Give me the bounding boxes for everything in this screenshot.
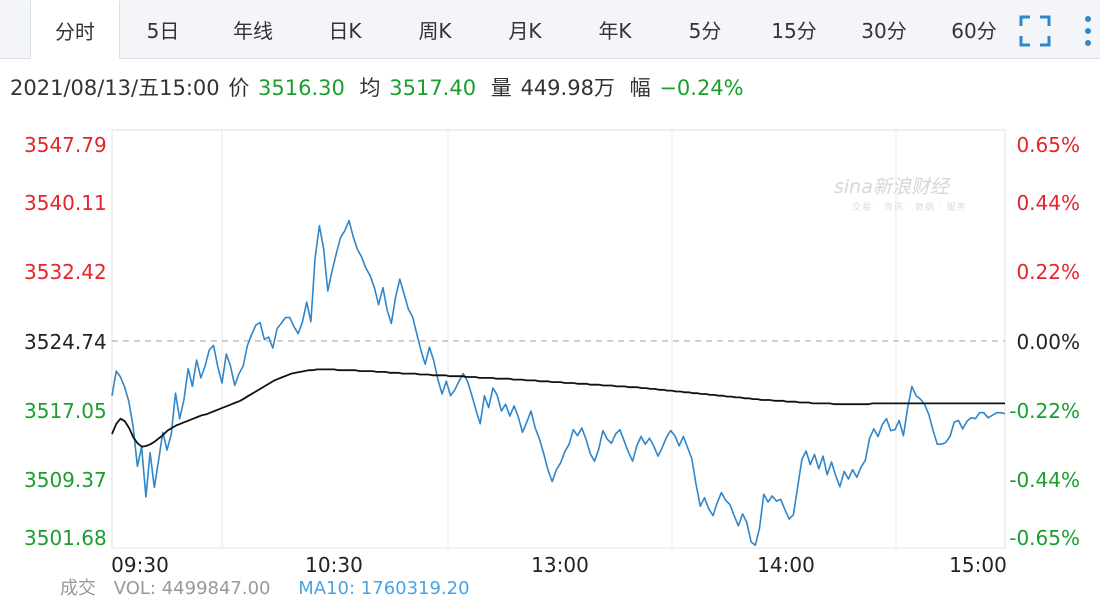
tab-5min[interactable]: 5分 (688, 19, 722, 43)
volume-ma10-value: MA10: 1760319.20 (298, 578, 470, 599)
quote-info-bar: 2021/08/13/五15:00 价 3516.30 均 3517.40 量 … (10, 72, 746, 102)
x-tick: 10:30 (305, 553, 363, 577)
sina-watermark-tagline: 交易 · 资讯 · 数据 · 服务 (852, 203, 967, 213)
price-line (111, 219, 1006, 547)
x-tick: 13:00 (531, 553, 589, 577)
y-tick-right: -0.22% (1009, 399, 1080, 423)
y-tick-left: 3517.05 (24, 399, 107, 423)
volume-value: 449.98万 (520, 76, 615, 100)
y-tick-right: -0.65% (1009, 526, 1080, 550)
volume-label: 量 (490, 76, 512, 100)
average-price-line (111, 368, 1005, 448)
tab-60min[interactable]: 60分 (951, 19, 997, 43)
tab-yearly-k[interactable]: 年K (598, 19, 632, 43)
tab-15min[interactable]: 15分 (771, 19, 817, 43)
y-tick-left: 3501.68 (24, 526, 107, 550)
tab-daily-k[interactable]: 日K (328, 19, 362, 43)
tab-yearline[interactable]: 年线 (233, 19, 273, 43)
y-tick-right: -0.44% (1009, 468, 1080, 492)
y-tick-left: 3540.11 (24, 191, 107, 215)
x-tick: 14:00 (757, 553, 815, 577)
change-label: 幅 (629, 76, 651, 100)
y-tick-right: 0.00% (1016, 330, 1080, 354)
y-tick-left: 3532.42 (24, 260, 107, 284)
y-tick-right: 0.22% (1016, 260, 1080, 284)
volume-subchart-value: VOL: 4499847.00 (113, 578, 271, 599)
chart-grid (111, 129, 1006, 549)
y-tick-right: 0.65% (1016, 133, 1080, 157)
tab-monthly-k[interactable]: 月K (508, 19, 542, 43)
volume-subchart-header: 成交 VOL: 4499847.00 MA10: 1760319.20 (60, 574, 470, 600)
tab-5day[interactable]: 5日 (146, 19, 180, 43)
intraday-chart[interactable] (0, 0, 1100, 586)
x-tick: 15:00 (949, 553, 1007, 577)
more-icon[interactable] (1080, 14, 1096, 48)
y-tick-left: 3524.74 (24, 330, 107, 354)
price-label: 价 (228, 76, 250, 100)
quote-datetime: 2021/08/13/五15:00 (10, 76, 220, 100)
chart-tab-bar: 分时 5日 年线 日K 周K 月K 年K 5分 15分 30分 60分 (0, 0, 1100, 59)
tab-30min[interactable]: 30分 (861, 19, 907, 43)
avg-value: 3517.40 (389, 76, 477, 100)
x-tick: 09:30 (111, 553, 169, 577)
change-value: −0.24% (659, 76, 744, 100)
volume-subchart-label: 成交 (60, 578, 96, 599)
y-tick-left: 3509.37 (24, 468, 107, 492)
tab-intraday[interactable]: 分时 (30, 0, 120, 59)
plot-frame (111, 129, 1006, 549)
avg-label: 均 (359, 76, 381, 100)
fullscreen-icon[interactable] (1018, 14, 1052, 48)
price-value: 3516.30 (258, 76, 345, 100)
chart-lines (111, 219, 1006, 547)
y-tick-left: 3547.79 (24, 133, 107, 157)
tab-weekly-k[interactable]: 周K (418, 19, 452, 43)
sina-watermark-logo: sina新浪财经 (834, 176, 949, 198)
y-tick-right: 0.44% (1016, 191, 1080, 215)
